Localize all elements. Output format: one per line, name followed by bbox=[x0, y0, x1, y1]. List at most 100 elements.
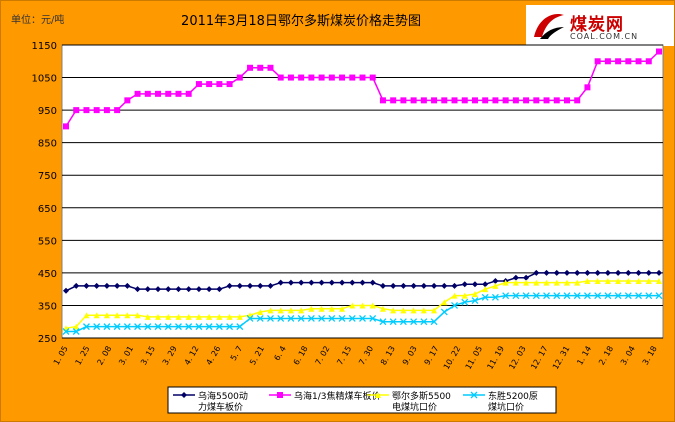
data-point bbox=[114, 282, 121, 289]
data-point bbox=[431, 282, 438, 289]
data-point bbox=[400, 282, 407, 289]
data-point bbox=[103, 282, 110, 289]
legend-label-2: 乌海1/3焦精煤车板价 bbox=[294, 390, 381, 402]
y-tick-label: 950 bbox=[38, 106, 57, 117]
data-point bbox=[522, 292, 530, 300]
data-point bbox=[512, 292, 520, 300]
data-point bbox=[134, 90, 141, 97]
data-point bbox=[635, 58, 642, 65]
data-point bbox=[604, 292, 612, 300]
data-point bbox=[339, 279, 346, 286]
data-point bbox=[645, 58, 652, 65]
data-point bbox=[267, 282, 274, 289]
data-point bbox=[267, 315, 274, 322]
data-point bbox=[563, 292, 571, 300]
data-point bbox=[615, 58, 622, 65]
data-point bbox=[247, 282, 254, 289]
x-axis-ticks: 1. 05 1. 25 2. 08 3. 01 3. 15 3. 29 4. 12 4. 26… bbox=[52, 344, 659, 371]
data-point bbox=[257, 308, 264, 315]
data-point bbox=[144, 286, 151, 293]
x-tick-label: 11. 19 bbox=[486, 344, 507, 371]
data-point bbox=[359, 302, 366, 309]
data-point bbox=[103, 107, 110, 114]
legend-label-1-cont: 力煤车板价 bbox=[198, 401, 243, 413]
data-point bbox=[318, 315, 326, 322]
data-point bbox=[615, 278, 622, 285]
data-point bbox=[83, 107, 90, 114]
data-point bbox=[103, 323, 111, 331]
data-point bbox=[512, 274, 519, 281]
data-point bbox=[420, 307, 427, 314]
data-point bbox=[134, 286, 141, 293]
data-point bbox=[298, 307, 305, 314]
data-point bbox=[277, 279, 284, 286]
data-point bbox=[124, 282, 131, 289]
data-point bbox=[482, 286, 489, 293]
data-point bbox=[440, 308, 448, 316]
data-point bbox=[482, 281, 489, 288]
data-point bbox=[195, 81, 202, 88]
data-point bbox=[165, 286, 172, 293]
data-point bbox=[645, 269, 652, 276]
data-point bbox=[451, 97, 458, 104]
data-point bbox=[216, 313, 223, 320]
legend-marker-3 bbox=[375, 392, 381, 398]
data-point bbox=[645, 278, 652, 285]
data-point bbox=[349, 74, 356, 81]
data-point bbox=[553, 269, 560, 276]
data-point bbox=[594, 269, 601, 276]
data-point bbox=[338, 315, 346, 322]
data-point bbox=[431, 97, 438, 104]
data-point bbox=[195, 313, 202, 320]
data-point bbox=[635, 269, 642, 276]
data-point bbox=[82, 323, 90, 331]
data-point bbox=[318, 74, 325, 81]
data-point bbox=[492, 97, 499, 104]
data-point bbox=[328, 279, 335, 286]
x-tick-label: 1. 25 bbox=[74, 345, 92, 367]
x-tick-label: 3. 15 bbox=[139, 345, 157, 367]
data-point bbox=[155, 286, 162, 293]
x-tick-label: 1. 14 bbox=[575, 345, 593, 367]
data-point bbox=[410, 307, 417, 314]
legend-label-4-cont: 煤坑口价 bbox=[488, 401, 524, 413]
data-point bbox=[656, 278, 662, 285]
data-point bbox=[431, 307, 438, 314]
data-point bbox=[349, 302, 356, 309]
data-point bbox=[103, 312, 110, 319]
data-point bbox=[123, 323, 131, 331]
data-point bbox=[461, 97, 468, 104]
logo-swoosh-icon bbox=[534, 13, 564, 39]
data-point bbox=[451, 282, 458, 289]
data-point bbox=[399, 318, 407, 326]
data-point bbox=[155, 90, 162, 97]
y-tick-label: 1150 bbox=[32, 41, 57, 52]
data-point bbox=[297, 315, 305, 322]
data-point bbox=[492, 278, 499, 285]
data-point bbox=[369, 315, 377, 322]
data-point bbox=[73, 282, 80, 289]
data-point bbox=[523, 97, 530, 104]
data-point bbox=[543, 269, 550, 276]
data-point bbox=[113, 323, 121, 331]
data-point bbox=[236, 313, 243, 320]
data-point bbox=[645, 292, 653, 300]
data-point bbox=[369, 74, 376, 81]
data-point bbox=[441, 97, 448, 104]
data-point bbox=[175, 286, 182, 293]
data-point bbox=[410, 318, 418, 326]
data-point bbox=[461, 292, 468, 299]
data-point bbox=[226, 313, 233, 320]
data-point bbox=[574, 269, 581, 276]
data-point bbox=[574, 97, 581, 104]
data-point bbox=[328, 74, 335, 81]
data-point bbox=[236, 323, 244, 331]
data-point bbox=[573, 292, 581, 300]
y-tick-label: 650 bbox=[38, 204, 57, 215]
x-tick-label: 6. 4 bbox=[272, 345, 287, 363]
site-logo[interactable]: 煤炭网 COAL.COM.CN bbox=[526, 5, 674, 46]
data-point bbox=[625, 278, 632, 285]
x-tick-label: 3. 04 bbox=[619, 345, 637, 367]
